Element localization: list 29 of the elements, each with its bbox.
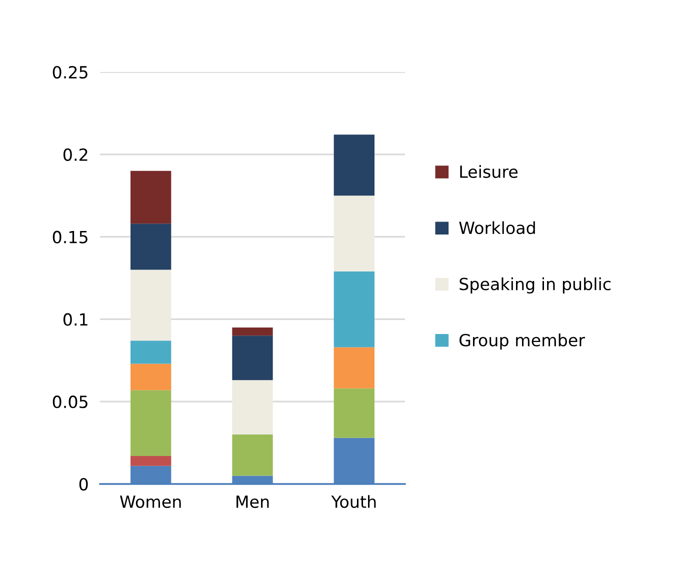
y-tick-label: 0.1: [63, 313, 88, 326]
legend-label: Group member: [460, 334, 586, 350]
y-tick-label: 0.15: [52, 230, 88, 244]
bar: [334, 271, 374, 348]
bar: [130, 224, 172, 270]
bar: [334, 134, 374, 196]
bar: [334, 196, 374, 272]
bar: [130, 364, 172, 390]
bar: [130, 340, 172, 364]
bar: [232, 336, 273, 380]
bar: [130, 390, 172, 456]
y-tick-label: 0.2: [63, 148, 88, 161]
y-tick-label: 0.05: [52, 396, 88, 408]
x-tick-label: Women: [120, 496, 181, 508]
bar: [130, 456, 172, 466]
y-tick-label: 0: [79, 478, 88, 491]
bar: [130, 270, 172, 341]
y-tick-label: 0.25: [52, 66, 88, 79]
legend-label: Workload: [459, 221, 535, 234]
legend-label: Leisure: [460, 165, 518, 178]
legend-label: Speaking in public: [460, 277, 611, 294]
bar: [232, 434, 273, 476]
bar: [232, 327, 273, 336]
x-tick-label: Youth: [331, 495, 376, 508]
bar: [334, 388, 374, 438]
x-tick-label: Men: [236, 496, 269, 508]
bar: [232, 380, 273, 435]
bar: [130, 170, 172, 224]
bar: [334, 347, 374, 388]
